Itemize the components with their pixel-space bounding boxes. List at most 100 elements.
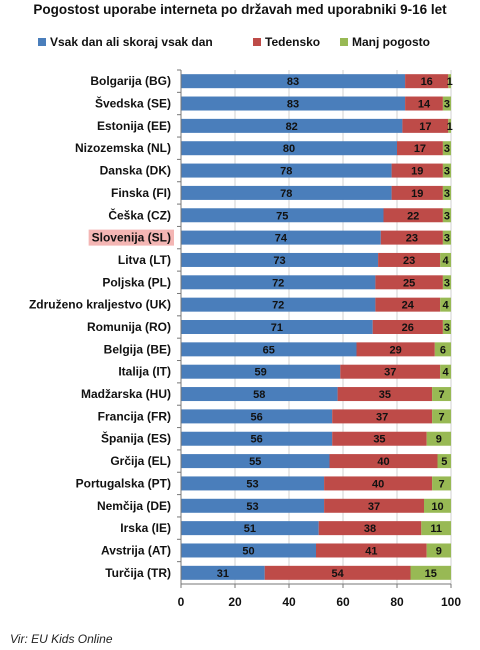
bar-irska-ie-tedensko bbox=[318, 521, 422, 536]
bar-danska-dk-manj-pogosto bbox=[442, 163, 451, 178]
bar-ceska-cz-manj-pogosto bbox=[442, 208, 451, 223]
value-label-turcija-tr-manj-pogosto: 15 bbox=[425, 568, 437, 580]
bar-estonija-ee-manj-pogosto bbox=[448, 118, 451, 133]
bar-romunija-ro-tedensko bbox=[372, 320, 443, 334]
x-tick-label-100: 100 bbox=[441, 595, 461, 609]
value-label-belgija-be-tedensko: 29 bbox=[390, 344, 402, 356]
value-label-zdruzeno-kraljestvo-uk-tedensko: 24 bbox=[402, 300, 415, 312]
value-label-slovenija-sl-vsak-dan-ali-skoraj-vsak-dan: 74 bbox=[275, 233, 288, 245]
value-label-italija-it-vsak-dan-ali-skoraj-vsak-dan: 59 bbox=[255, 367, 267, 379]
category-label-grcija-el: Grčija (EL) bbox=[110, 454, 171, 468]
legend-swatch-weekly bbox=[253, 38, 261, 46]
category-label-nizozemska-nl: Nizozemska (NL) bbox=[75, 141, 171, 155]
value-label-irska-ie-vsak-dan-ali-skoraj-vsak-dan: 51 bbox=[244, 523, 256, 535]
value-label-avstrija-at-vsak-dan-ali-skoraj-vsak-dan: 50 bbox=[242, 545, 254, 557]
bar-francija-fr-manj-pogosto bbox=[432, 409, 451, 424]
value-label-portugalska-pt-manj-pogosto: 7 bbox=[438, 478, 444, 490]
bar-grcija-el-tedensko bbox=[329, 454, 438, 469]
category-label-litva-lt: Litva (LT) bbox=[118, 253, 171, 267]
value-label-francija-fr-tedensko: 37 bbox=[376, 411, 388, 423]
bar-danska-dk-tedensko bbox=[391, 163, 443, 178]
category-label-irska-ie: Irska (IE) bbox=[120, 521, 171, 535]
value-label-spanija-es-tedensko: 35 bbox=[373, 434, 385, 446]
bar-zdruzeno-kraljestvo-uk-vsak-dan-ali-skoraj-vsak-dan bbox=[181, 297, 376, 312]
bar-nizozemska-nl-tedensko bbox=[397, 141, 443, 156]
value-label-portugalska-pt-vsak-dan-ali-skoraj-vsak-dan: 53 bbox=[246, 478, 258, 490]
category-label-estonija-ee: Estonija (EE) bbox=[97, 119, 171, 133]
legend: Vsak dan ali skoraj vsak dan Tedensko Ma… bbox=[0, 35, 480, 51]
value-label-irska-ie-manj-pogosto: 11 bbox=[430, 523, 442, 535]
category-label-spanija-es: Španija (ES) bbox=[101, 431, 171, 446]
bar-portugalska-pt-manj-pogosto bbox=[432, 476, 451, 491]
value-label-estonija-ee-tedensko: 17 bbox=[419, 121, 431, 133]
bar-francija-fr-tedensko bbox=[332, 409, 433, 424]
value-label-litva-lt-vsak-dan-ali-skoraj-vsak-dan: 73 bbox=[273, 255, 285, 267]
bar-ceska-cz-tedensko bbox=[383, 208, 443, 223]
category-label-zdruzeno-kraljestvo-uk: Združeno kraljestvo (UK) bbox=[29, 298, 171, 312]
category-label-romunija-ro: Romunija (RO) bbox=[87, 320, 171, 334]
bar-ceska-cz-vsak-dan-ali-skoraj-vsak-dan bbox=[181, 208, 384, 223]
category-label-francija-fr: Francija (FR) bbox=[98, 409, 171, 423]
bar-estonija-ee-tedensko bbox=[402, 118, 449, 133]
value-label-irska-ie-tedensko: 38 bbox=[364, 523, 376, 535]
bar-danska-dk-vsak-dan-ali-skoraj-vsak-dan bbox=[181, 163, 392, 178]
value-label-bolgarija-bg-tedensko: 16 bbox=[421, 76, 433, 88]
bar-irska-ie-vsak-dan-ali-skoraj-vsak-dan bbox=[181, 521, 319, 536]
bar-madzarska-hu-vsak-dan-ali-skoraj-vsak-dan bbox=[181, 387, 338, 402]
value-label-nizozemska-nl-manj-pogosto: 3 bbox=[444, 143, 450, 155]
bar-grcija-el-vsak-dan-ali-skoraj-vsak-dan bbox=[181, 454, 330, 469]
bar-turcija-tr-vsak-dan-ali-skoraj-vsak-dan bbox=[181, 565, 265, 580]
bar-litva-lt-vsak-dan-ali-skoraj-vsak-dan bbox=[181, 252, 379, 267]
value-label-estonija-ee-vsak-dan-ali-skoraj-vsak-dan: 82 bbox=[286, 121, 298, 133]
value-label-francija-fr-manj-pogosto: 7 bbox=[438, 411, 444, 423]
legend-swatch-less-often bbox=[340, 38, 348, 46]
value-label-portugalska-pt-tedensko: 40 bbox=[372, 478, 384, 490]
bar-portugalska-pt-tedensko bbox=[324, 476, 433, 491]
category-label-belgija-be: Belgija (BE) bbox=[104, 342, 171, 356]
bar-avstrija-at-manj-pogosto bbox=[426, 543, 451, 558]
bar-bolgarija-bg-tedensko bbox=[405, 74, 449, 89]
value-label-turcija-tr-tedensko: 54 bbox=[331, 568, 344, 580]
value-label-svedska-se-manj-pogosto: 3 bbox=[444, 99, 450, 111]
bar-estonija-ee-vsak-dan-ali-skoraj-vsak-dan bbox=[181, 118, 403, 133]
value-label-romunija-ro-manj-pogosto: 3 bbox=[444, 322, 450, 334]
category-label-nemcija-de: Nemčija (DE) bbox=[97, 499, 171, 513]
bar-finska-fi-vsak-dan-ali-skoraj-vsak-dan bbox=[181, 185, 392, 200]
value-label-slovenija-sl-manj-pogosto: 3 bbox=[444, 233, 450, 245]
bar-poljska-pl-manj-pogosto bbox=[442, 275, 451, 290]
value-label-romunija-ro-vsak-dan-ali-skoraj-vsak-dan: 71 bbox=[271, 322, 283, 334]
bar-slovenija-sl-manj-pogosto bbox=[442, 230, 451, 245]
x-tick-label-40: 40 bbox=[282, 595, 296, 609]
bar-zdruzeno-kraljestvo-uk-manj-pogosto bbox=[440, 297, 451, 312]
bar-slovenija-sl-vsak-dan-ali-skoraj-vsak-dan bbox=[181, 230, 381, 245]
value-label-poljska-pl-manj-pogosto: 3 bbox=[444, 277, 450, 289]
value-label-grcija-el-manj-pogosto: 5 bbox=[441, 456, 447, 468]
value-label-avstrija-at-tedensko: 41 bbox=[365, 545, 377, 557]
bar-bolgarija-bg-manj-pogosto bbox=[448, 74, 451, 89]
value-label-ceska-cz-vsak-dan-ali-skoraj-vsak-dan: 75 bbox=[276, 210, 288, 222]
category-label-danska-dk: Danska (DK) bbox=[100, 164, 171, 178]
bar-romunija-ro-vsak-dan-ali-skoraj-vsak-dan bbox=[181, 320, 373, 334]
value-label-spanija-es-manj-pogosto: 9 bbox=[436, 434, 442, 446]
bar-zdruzeno-kraljestvo-uk-tedensko bbox=[375, 297, 441, 312]
bar-finska-fi-manj-pogosto bbox=[442, 185, 451, 200]
value-label-bolgarija-bg-vsak-dan-ali-skoraj-vsak-dan: 83 bbox=[287, 76, 299, 88]
legend-item-weekly: Tedensko bbox=[253, 35, 320, 49]
bar-svedska-se-tedensko bbox=[405, 96, 443, 111]
category-label-slovenija-sl: Slovenija (SL) bbox=[92, 231, 171, 245]
bar-nemcija-de-vsak-dan-ali-skoraj-vsak-dan bbox=[181, 498, 325, 513]
bar-nemcija-de-manj-pogosto bbox=[424, 498, 451, 513]
bar-svedska-se-manj-pogosto bbox=[442, 96, 451, 111]
legend-label-daily: Vsak dan ali skoraj vsak dan bbox=[50, 35, 213, 49]
legend-item-daily: Vsak dan ali skoraj vsak dan bbox=[38, 35, 213, 49]
value-label-zdruzeno-kraljestvo-uk-manj-pogosto: 4 bbox=[443, 300, 450, 312]
bar-slovenija-sl-tedensko bbox=[380, 230, 443, 245]
value-label-estonija-ee-manj-pogosto: 1 bbox=[447, 121, 453, 133]
category-label-finska-fi: Finska (FI) bbox=[111, 186, 171, 200]
highlight-slovenija-sl bbox=[88, 229, 174, 246]
value-label-grcija-el-vsak-dan-ali-skoraj-vsak-dan: 55 bbox=[249, 456, 261, 468]
value-label-nizozemska-nl-vsak-dan-ali-skoraj-vsak-dan: 80 bbox=[283, 143, 295, 155]
value-label-zdruzeno-kraljestvo-uk-vsak-dan-ali-skoraj-vsak-dan: 72 bbox=[272, 300, 284, 312]
category-label-turcija-tr: Turčija (TR) bbox=[105, 566, 171, 580]
value-label-nemcija-de-manj-pogosto: 10 bbox=[431, 501, 443, 513]
